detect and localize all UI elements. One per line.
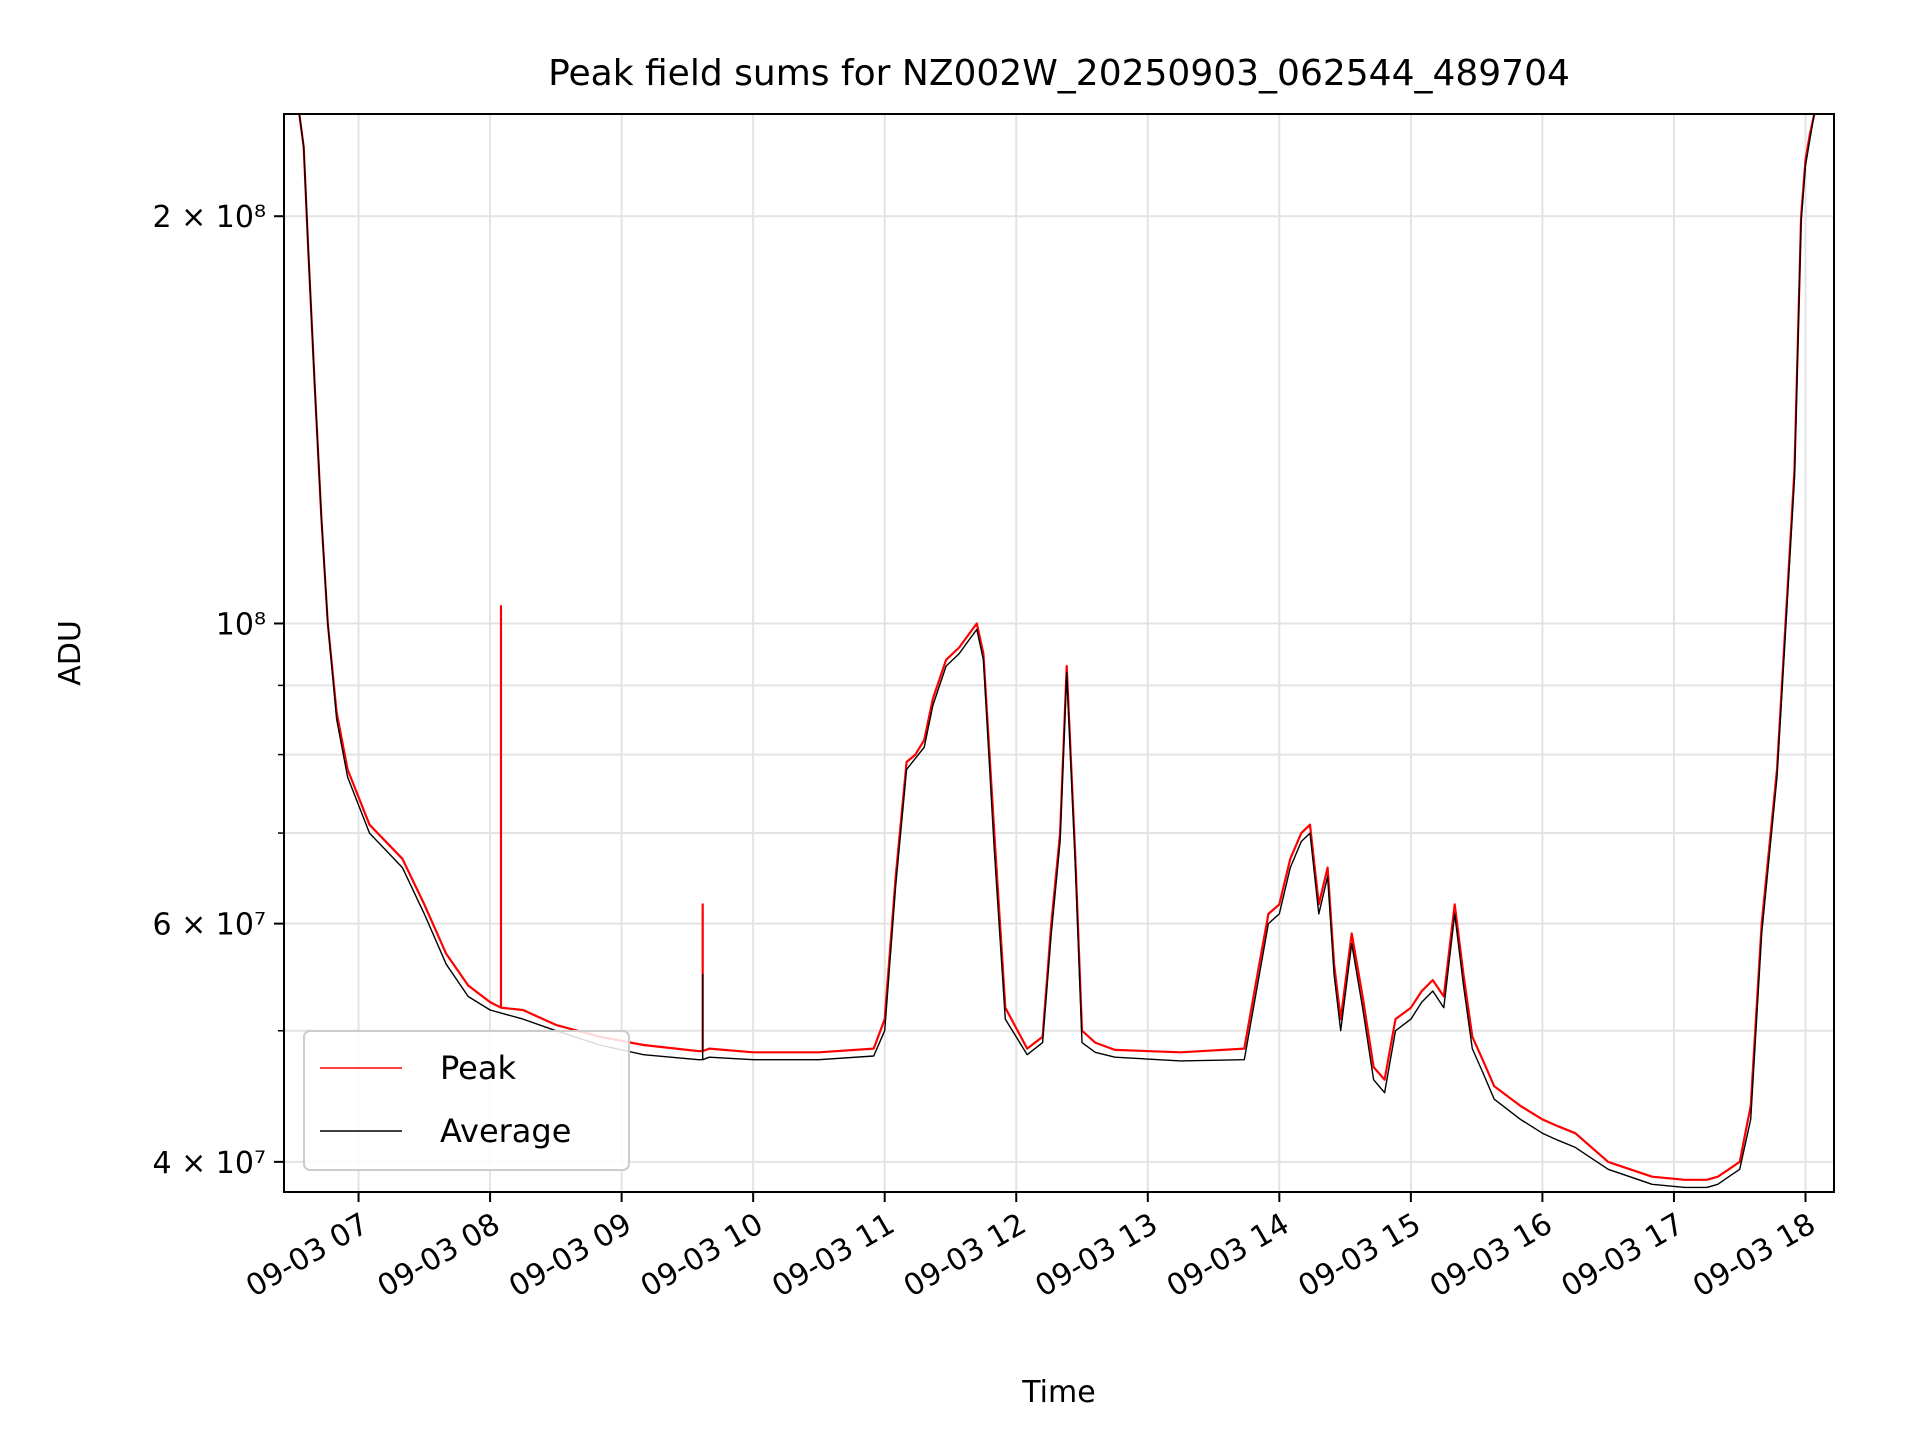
x-axis-label: Time bbox=[1021, 1375, 1095, 1410]
legend-average-label: Average bbox=[440, 1112, 571, 1150]
plot-frame bbox=[283, 113, 1835, 1193]
y-tick-label: 6 × 10⁷ bbox=[153, 908, 267, 943]
y-tick-label: 2 × 10⁸ bbox=[153, 200, 267, 235]
legend-peak-label: Peak bbox=[440, 1049, 516, 1087]
y-axis-label: ADU bbox=[53, 620, 88, 686]
y-tick-label: 4 × 10⁷ bbox=[153, 1146, 267, 1181]
legend-box bbox=[303, 1030, 630, 1171]
grid bbox=[284, 114, 1834, 1192]
y-axis: 4 × 10⁷ 6 × 10⁷ 10⁸ 2 × 10⁸ bbox=[153, 200, 284, 1181]
y-tick-label: 10⁸ bbox=[216, 607, 266, 642]
chart-title: Peak field sums for NZ002W_20250903_0625… bbox=[548, 53, 1570, 94]
legend: Peak Average bbox=[303, 1030, 630, 1171]
